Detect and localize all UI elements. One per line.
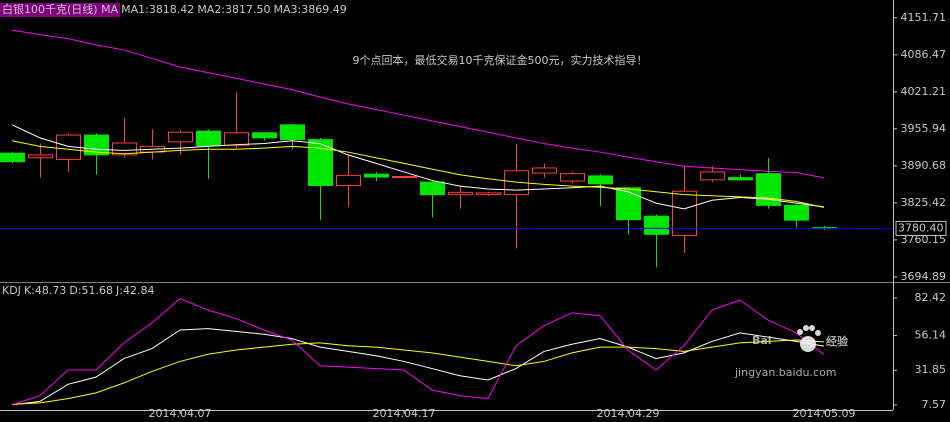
watermark-title: 经验 [826, 334, 849, 348]
x-tick-label: 2014.05.09 [793, 407, 856, 420]
title-highlight [0, 3, 121, 17]
legend-entry: MA1:3818.42 [121, 3, 194, 16]
watermark: Bai 经验 jingyan.baidu.com [734, 325, 849, 379]
indicator-line [11, 140, 825, 208]
candle-body [700, 171, 725, 181]
candle-body [448, 191, 473, 196]
panel-title: 白银100千克(日线) MA [2, 2, 119, 16]
candle-body [224, 132, 249, 146]
legend-entry: K:48.73 [24, 284, 66, 297]
candle-body [0, 152, 25, 163]
candle-body [168, 131, 193, 143]
plot-area: 4151.71 4086.47 4021.21 3955.94 3890.68 3825.… [0, 11, 947, 420]
watermark-url: jingyan.baidu.com [734, 366, 837, 379]
last-price-label: 3780.40 [898, 221, 944, 234]
candle-body [784, 204, 809, 221]
indicator-line [11, 124, 825, 210]
paw-pad [797, 329, 803, 335]
candle-body [420, 181, 445, 196]
y-tick-label: 7.57 [922, 398, 947, 411]
x-tick-label: 2014.04.29 [597, 407, 660, 420]
legend-entry: MA2:3817.50 [197, 3, 270, 16]
y-tick-label: 4021.21 [901, 85, 947, 98]
candle-body [112, 142, 137, 156]
indicator-line [11, 339, 825, 405]
legend-entry: J:42.84 [115, 284, 154, 297]
candle-body [560, 173, 585, 182]
y-tick-label: 4086.47 [901, 48, 947, 61]
candle-body [392, 175, 417, 178]
y-tick-label: 4151.71 [901, 11, 947, 24]
candle-body [588, 175, 613, 185]
paw-pad [815, 330, 821, 336]
paw-pad [809, 325, 815, 331]
watermark-paw [797, 325, 821, 352]
candle-body [364, 173, 389, 178]
watermark-logo: Bai [752, 334, 772, 347]
candle-body [196, 130, 221, 147]
candle-body [476, 192, 501, 196]
y-tick-label: 3694.89 [901, 270, 947, 283]
candle-body [280, 124, 305, 141]
x-tick-label: 2014.04.17 [373, 407, 436, 420]
candle-body [532, 167, 557, 174]
candle-body [644, 215, 669, 235]
candle-body [728, 177, 753, 181]
y-tick-label: 3760.15 [901, 233, 947, 246]
paw-pad [803, 325, 809, 331]
y-tick-label: 3825.42 [901, 196, 947, 209]
candle-body [336, 174, 361, 187]
paw-pad [800, 336, 816, 352]
y-tick-label: 31.85 [915, 363, 947, 376]
candle-body [616, 187, 641, 221]
legend-entry: MA3:3869.49 [274, 3, 347, 16]
y-tick-label: 56.14 [915, 329, 947, 342]
x-tick-label: 2014.04.07 [149, 407, 212, 420]
indicator-line [11, 29, 825, 179]
candle-body [252, 132, 277, 139]
legend-entry: D:51.68 [69, 284, 113, 297]
y-tick-label: 3890.68 [901, 159, 947, 172]
annotation: 9个点回本，最低交易10千克保证金500元，实力技术指导！ [353, 53, 648, 67]
panel-title: KDJ [2, 284, 21, 297]
overlay: 9个点回本，最低交易10千克保证金500元，实力技术指导！ 白银100千克(日线)… [0, 2, 849, 379]
y-tick-label: 3955.94 [901, 122, 947, 135]
indicator-line [11, 297, 825, 406]
last-price-box [895, 220, 947, 236]
candle-body [28, 154, 53, 159]
candle-body [308, 139, 333, 187]
y-tick-label: 82.42 [915, 291, 947, 304]
